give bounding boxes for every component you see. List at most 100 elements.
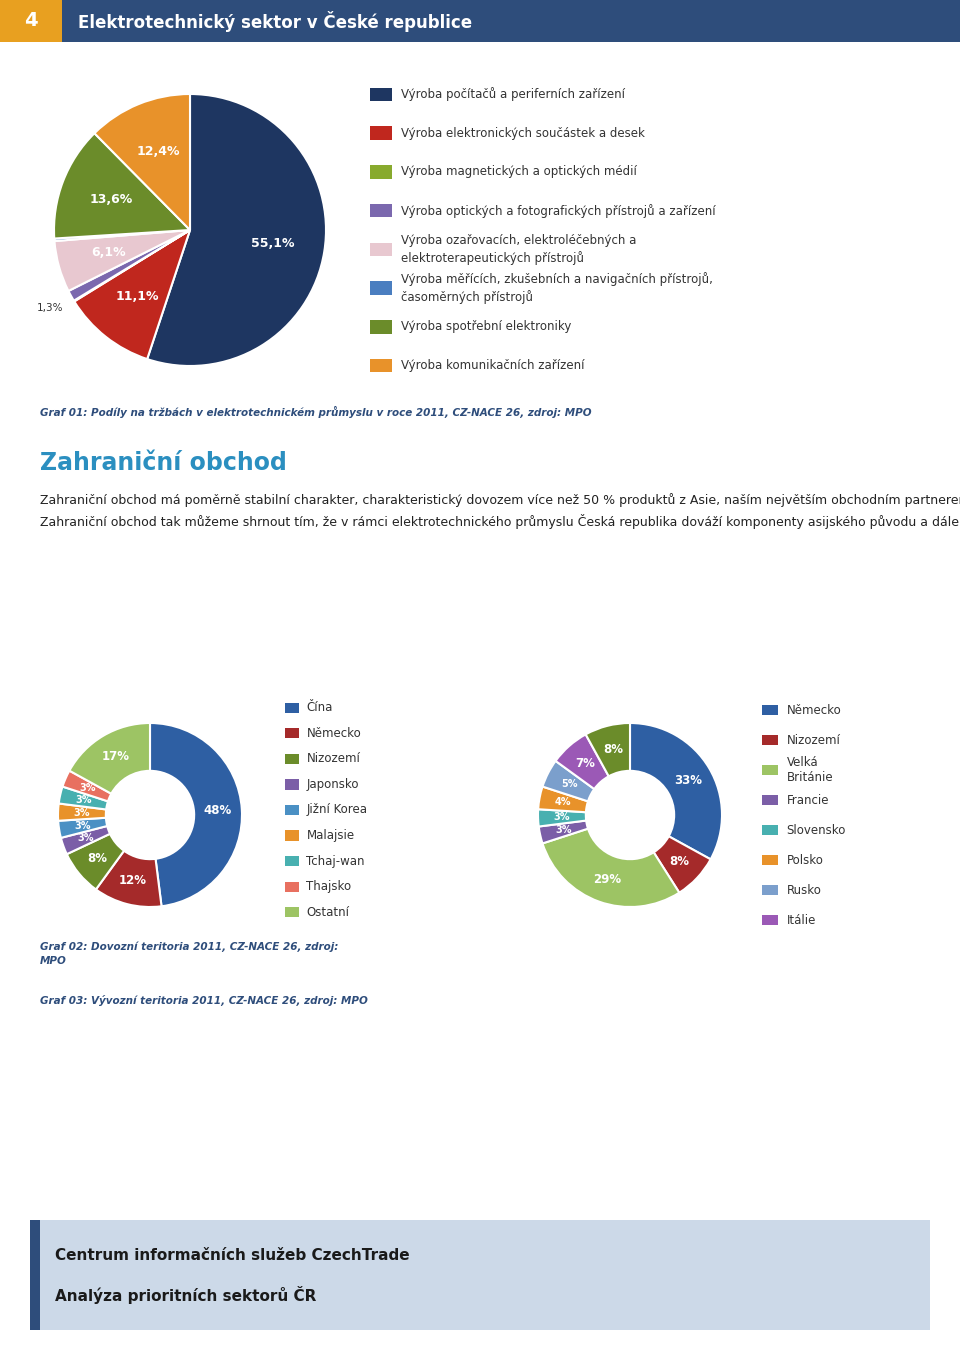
Text: Itálie: Itálie (786, 914, 816, 926)
Wedge shape (539, 820, 588, 843)
Bar (285, 831, 299, 841)
Text: 8%: 8% (603, 743, 623, 755)
Bar (285, 779, 299, 789)
Text: 6,1%: 6,1% (91, 246, 126, 259)
Text: Čína: Čína (306, 701, 333, 714)
Wedge shape (654, 837, 710, 892)
Text: 11,1%: 11,1% (116, 289, 159, 303)
Text: 12,4%: 12,4% (136, 145, 180, 159)
Text: 3%: 3% (75, 796, 92, 805)
Text: Polsko: Polsko (786, 853, 824, 866)
Text: Tchaj-wan: Tchaj-wan (306, 854, 365, 868)
Text: Rusko: Rusko (786, 884, 822, 896)
Text: Jižní Korea: Jižní Korea (306, 804, 368, 816)
Text: Centrum informačních služeb CzechTrade: Centrum informačních služeb CzechTrade (55, 1248, 410, 1263)
Text: Thajsko: Thajsko (306, 880, 351, 894)
Text: Velká
Británie: Velká Británie (786, 756, 833, 784)
Wedge shape (55, 230, 190, 242)
Wedge shape (150, 722, 242, 906)
Text: Analýza prioritních sektorů ČR: Analýza prioritních sektorů ČR (55, 1286, 317, 1304)
Text: 17%: 17% (102, 750, 130, 763)
Text: Výroba ozařovacích, elektroléčebných a
elektroterapeutických přístrojů: Výroba ozařovacích, elektroléčebných a e… (401, 234, 636, 265)
Bar (762, 824, 778, 835)
Bar (762, 765, 778, 775)
Text: Nizozemí: Nizozemí (786, 733, 840, 747)
Text: Výroba spotřební elektroniky: Výroba spotřební elektroniky (401, 320, 572, 333)
Text: Graf 01: Podíly na tržbách v elektrotechnickém průmyslu v roce 2011, CZ-NACE 26,: Graf 01: Podíly na tržbách v elektrotech… (40, 406, 591, 418)
Text: 3%: 3% (74, 808, 90, 818)
Text: Ostatní: Ostatní (306, 906, 349, 919)
Text: 1,3%: 1,3% (36, 303, 62, 312)
Bar (370, 126, 392, 140)
Wedge shape (74, 230, 190, 301)
Text: Japonsko: Japonsko (306, 778, 359, 790)
Bar (762, 884, 778, 895)
Wedge shape (539, 786, 588, 812)
Text: Výroba počítačů a periferních zařízení: Výroba počítačů a periferních zařízení (401, 87, 625, 102)
Wedge shape (69, 722, 150, 793)
Text: 13,6%: 13,6% (89, 193, 132, 206)
Text: Německo: Německo (306, 727, 361, 740)
Text: 3%: 3% (78, 832, 94, 843)
Bar (285, 728, 299, 739)
Text: Malajsie: Malajsie (306, 828, 354, 842)
Wedge shape (59, 818, 108, 838)
Text: 55,1%: 55,1% (252, 236, 295, 250)
Text: Elektrotechnický sektor v České republice: Elektrotechnický sektor v České republic… (78, 11, 472, 31)
Wedge shape (67, 834, 124, 889)
Bar (762, 915, 778, 925)
Wedge shape (74, 230, 190, 359)
Text: Výroba elektronických součástek a desek: Výroba elektronických součástek a desek (401, 126, 645, 140)
Text: Graf 03: Vývozní teritoria 2011, CZ-NACE 26, zdroj: MPO: Graf 03: Vývozní teritoria 2011, CZ-NACE… (40, 994, 368, 1005)
Text: 7%: 7% (575, 758, 595, 770)
Bar (285, 702, 299, 713)
Wedge shape (147, 94, 326, 367)
Text: 12%: 12% (119, 875, 147, 887)
Text: Výroba měřících, zkušebních a navigačních přístrojů,
časoměrných přístrojů: Výroba měřících, zkušebních a navigačníc… (401, 273, 713, 304)
Text: 33%: 33% (675, 774, 703, 786)
Bar (370, 166, 392, 179)
Bar (762, 705, 778, 716)
Text: 29%: 29% (593, 873, 621, 885)
Wedge shape (542, 760, 594, 801)
Bar (762, 794, 778, 805)
Text: Zahraniční obchod má poměrně stabilní charakter, charakteristický dovozem více n: Zahraniční obchod má poměrně stabilní ch… (40, 492, 960, 530)
Text: Výroba komunikačních zařízení: Výroba komunikačních zařízení (401, 359, 585, 372)
Bar (285, 907, 299, 917)
Text: 8%: 8% (670, 856, 689, 868)
Wedge shape (55, 230, 190, 291)
Wedge shape (68, 230, 190, 300)
Text: 3%: 3% (554, 812, 570, 822)
Wedge shape (586, 722, 630, 777)
Text: 48%: 48% (204, 804, 232, 818)
Text: 3%: 3% (80, 784, 96, 793)
Text: Německo: Německo (786, 703, 841, 717)
Text: Výroba magnetických a optických médií: Výroba magnetických a optických médií (401, 166, 637, 178)
Wedge shape (630, 722, 722, 860)
Wedge shape (556, 735, 609, 789)
Wedge shape (62, 771, 111, 801)
Bar (370, 359, 392, 372)
Bar (370, 281, 392, 295)
Text: Nizozemí: Nizozemí (306, 752, 360, 766)
Bar (285, 805, 299, 815)
Bar (0, 0, 62, 42)
Wedge shape (96, 850, 161, 907)
Bar (30, 1219, 40, 1329)
Text: 4%: 4% (555, 797, 571, 807)
Text: Výroba optických a fotografických přístrojů a zařízení: Výroba optických a fotografických přístr… (401, 204, 716, 217)
Bar (370, 243, 392, 257)
Text: Francie: Francie (786, 793, 829, 807)
Wedge shape (60, 826, 110, 854)
Text: 3%: 3% (555, 824, 572, 835)
Text: Zahraniční obchod: Zahraniční obchod (40, 451, 287, 475)
Text: Graf 02: Dovozní teritoria 2011, CZ-NACE 26, zdroj:
MPO: Graf 02: Dovozní teritoria 2011, CZ-NACE… (40, 942, 338, 966)
Wedge shape (538, 809, 587, 827)
Text: 3%: 3% (75, 820, 91, 831)
Bar (370, 204, 392, 217)
Wedge shape (94, 94, 190, 230)
Bar (370, 87, 392, 102)
Bar (285, 881, 299, 892)
Text: Slovensko: Slovensko (786, 823, 846, 837)
Bar (285, 856, 299, 866)
